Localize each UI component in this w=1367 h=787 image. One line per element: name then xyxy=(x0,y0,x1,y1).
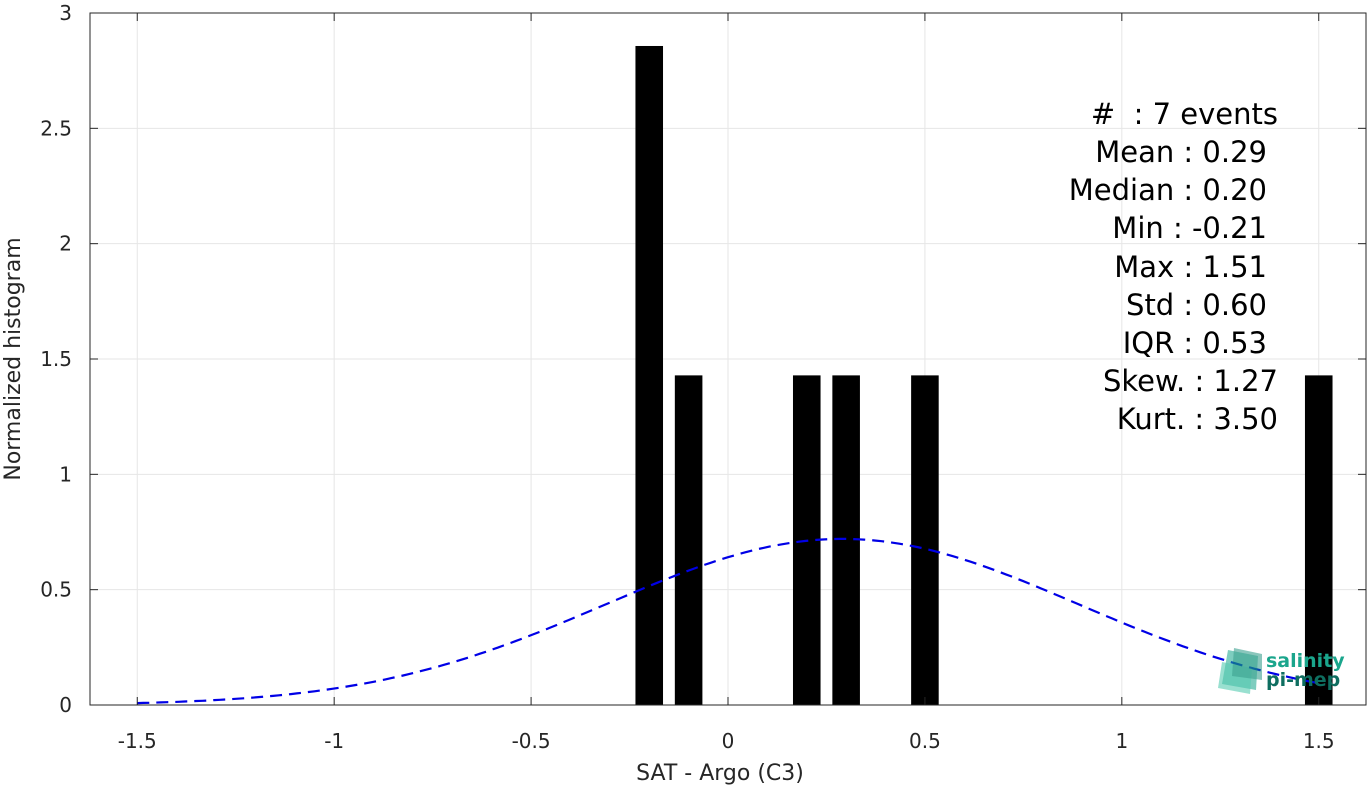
logo-line2: pi-mep xyxy=(1266,669,1340,691)
x-tick-label: 0 xyxy=(722,729,735,753)
stat-kurt: Kurt. : 3.50 xyxy=(1117,402,1278,436)
x-tick-label: -1.5 xyxy=(118,729,157,753)
y-tick-label: 2 xyxy=(59,232,72,256)
y-tick-label: 0 xyxy=(59,693,72,717)
x-tick-label: 1 xyxy=(1115,729,1128,753)
stat-iqr: IQR : 0.53 xyxy=(1123,326,1267,360)
stat-min: Min : -0.21 xyxy=(1112,211,1267,245)
y-tick-labels: 0 0.5 1 1.5 2 2.5 3 xyxy=(40,1,72,717)
histogram-bar xyxy=(635,45,664,705)
x-tick-label: 0.5 xyxy=(909,729,941,753)
y-tick-label: 2.5 xyxy=(40,116,72,140)
y-tick-label: 0.5 xyxy=(40,578,72,602)
x-tick-label: 1.5 xyxy=(1303,729,1335,753)
y-axis-label: Normalized histogram xyxy=(1,237,26,480)
stat-events: # : 7 events xyxy=(1091,97,1278,131)
histogram-bar xyxy=(911,375,939,705)
logo-waves-icon xyxy=(1218,648,1262,694)
histogram-bar xyxy=(674,375,703,705)
salinity-pimep-logo: salinity pi-mep xyxy=(1218,648,1345,694)
normal-fit-curve xyxy=(137,537,1319,705)
x-tick-label: -0.5 xyxy=(512,729,551,753)
axis-ticks xyxy=(90,12,1366,706)
stat-median: Median : 0.20 xyxy=(1069,173,1267,207)
y-tick-label: 3 xyxy=(59,1,72,25)
x-axis-label: SAT - Argo (C3) xyxy=(636,761,804,786)
x-tick-label: -1 xyxy=(324,729,344,753)
logo-line1: salinity xyxy=(1266,650,1345,672)
stat-skew: Skew. : 1.27 xyxy=(1103,364,1278,398)
stat-std: Std : 0.60 xyxy=(1126,288,1267,322)
stats-box: # : 7 events Mean : 0.29 Median : 0.20 M… xyxy=(1069,97,1278,436)
y-tick-label: 1 xyxy=(59,462,72,486)
stat-max: Max : 1.51 xyxy=(1114,250,1267,284)
histogram-bar xyxy=(1304,375,1333,705)
x-tick-labels: -1.5 -1 -0.5 0 0.5 1 1.5 xyxy=(118,729,1335,753)
y-tick-label: 1.5 xyxy=(40,347,72,371)
stat-mean: Mean : 0.29 xyxy=(1095,135,1267,169)
